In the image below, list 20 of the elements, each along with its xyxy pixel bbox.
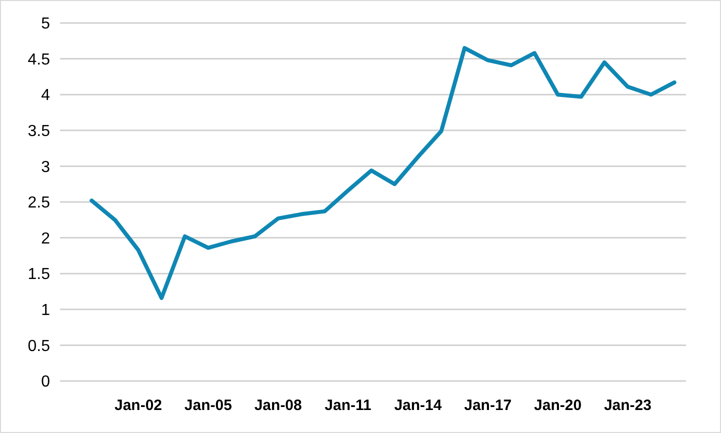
x-tick-label: Jan-05 — [184, 397, 232, 414]
x-tick-label: Jan-14 — [394, 397, 442, 414]
line-series — [90, 46, 676, 300]
x-tick-label: Jan-02 — [114, 397, 162, 414]
y-tick-label: 0.5 — [28, 338, 50, 355]
y-tick-label: 1 — [41, 302, 50, 319]
y-tick-label: 4 — [41, 87, 50, 104]
y-tick-label: 4.5 — [28, 51, 50, 68]
y-tick-label: 2 — [41, 230, 50, 248]
x-tick-label: Jan-11 — [324, 397, 372, 414]
y-tick-label: 3 — [41, 158, 50, 176]
y-tick-label: 5 — [41, 16, 50, 33]
x-tick-label: Jan-23 — [604, 397, 652, 414]
x-tick-label: Jan-08 — [254, 397, 302, 414]
y-tick-label: 3.5 — [28, 123, 50, 140]
y-tick-label: 2.5 — [28, 194, 50, 212]
x-tick-label: Jan-20 — [534, 397, 582, 414]
y-tick-label: 0 — [41, 374, 50, 391]
y-tick-label: 1.5 — [28, 266, 50, 284]
x-tick-label: Jan-17 — [464, 397, 512, 414]
